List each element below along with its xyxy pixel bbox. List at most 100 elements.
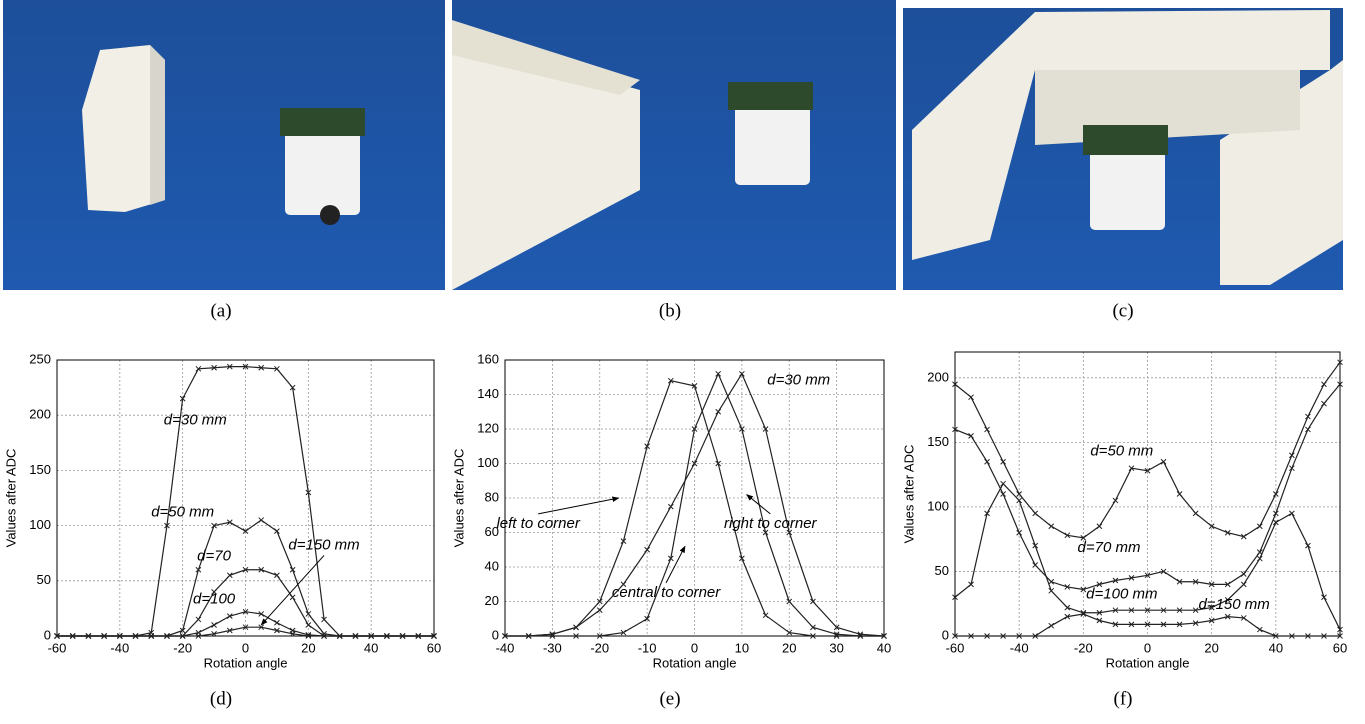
data-point (274, 572, 280, 579)
data-point (1208, 523, 1215, 530)
series-label: left to corner (496, 515, 580, 532)
caption: (b) (659, 300, 681, 321)
data-point (195, 566, 202, 573)
data-point (1321, 633, 1327, 639)
y-tick-label: 0 (942, 627, 949, 642)
photo-a (3, 0, 445, 290)
data-point (502, 633, 508, 639)
data-point (179, 395, 186, 402)
data-point (1096, 581, 1103, 588)
data-point (1224, 597, 1231, 603)
data-point (1112, 621, 1119, 628)
data-point (1192, 510, 1199, 517)
data-point (667, 377, 674, 384)
data-point (573, 633, 579, 639)
caption: (a) (210, 300, 231, 321)
data-point (968, 581, 974, 588)
data-point (1144, 621, 1151, 628)
data-point (226, 363, 233, 370)
data-point (984, 510, 990, 517)
data-point (1192, 578, 1199, 585)
y-tick-label: 200 (29, 407, 51, 422)
data-point (984, 426, 990, 433)
data-point (1321, 594, 1327, 601)
data-point (715, 370, 722, 377)
y-tick-label: 80 (485, 489, 499, 504)
data-point (1337, 359, 1343, 366)
data-point (101, 633, 107, 639)
data-point (1128, 575, 1135, 581)
data-point (1208, 581, 1215, 588)
data-point (715, 408, 722, 415)
y-axis-label: Values after ADC (901, 445, 916, 544)
caption: (d) (210, 688, 232, 709)
x-tick-label: 60 (427, 640, 441, 655)
series-label: d=100 mm (1086, 586, 1157, 603)
y-tick-label: 50 (37, 572, 51, 587)
data-point (1144, 572, 1151, 579)
x-tick-label: -20 (590, 640, 609, 655)
data-point (274, 365, 280, 372)
data-point (211, 364, 217, 371)
x-tick-label: -40 (110, 640, 129, 655)
data-point (54, 633, 60, 639)
data-point (211, 522, 217, 529)
data-point (1144, 467, 1151, 474)
x-tick-label: 20 (301, 640, 315, 655)
y-tick-label: 250 (29, 351, 51, 366)
series-label: d=100 (193, 591, 236, 608)
data-point (195, 633, 202, 639)
data-point (984, 458, 990, 465)
series-label: right to corner (724, 515, 818, 532)
series-label: central to corner (612, 584, 721, 601)
data-point (644, 546, 650, 553)
data-point (1176, 607, 1183, 614)
label-arrow (665, 545, 686, 584)
series-label: d=150 mm (1198, 596, 1269, 613)
data-point (1000, 480, 1006, 487)
x-tick-label: 20 (782, 640, 796, 655)
data-point (1000, 491, 1006, 497)
data-point (810, 598, 816, 605)
y-tick-label: 20 (485, 593, 499, 608)
x-axis-label: Rotation angle (1106, 655, 1190, 670)
data-point (1080, 586, 1087, 593)
data-point (762, 529, 769, 536)
data-point (258, 517, 265, 523)
data-point (1016, 497, 1023, 504)
data-point (1080, 611, 1087, 617)
data-point (1128, 465, 1135, 472)
y-tick-label: 140 (477, 386, 499, 401)
data-point (1112, 577, 1119, 584)
data-point (1112, 497, 1119, 504)
data-point (69, 633, 76, 639)
data-point (1224, 529, 1231, 536)
data-point (667, 555, 674, 562)
data-point (573, 624, 579, 631)
caption: (e) (659, 688, 680, 709)
data-point (211, 630, 217, 637)
x-tick-label: -10 (638, 640, 657, 655)
data-point (1016, 491, 1023, 497)
x-tick-label: -40 (1010, 640, 1029, 655)
data-point (810, 633, 816, 639)
data-point (1272, 519, 1279, 526)
x-tick-label: -40 (496, 640, 515, 655)
data-point (258, 364, 265, 371)
data-point (620, 629, 627, 636)
data-point (968, 433, 974, 439)
data-point (1032, 633, 1039, 639)
y-tick-label: 160 (477, 351, 499, 366)
label-arrow (260, 555, 325, 626)
x-tick-label: -20 (1074, 640, 1093, 655)
data-point (1321, 400, 1327, 407)
data-point (1000, 458, 1006, 465)
data-point (1112, 607, 1119, 614)
data-point (1321, 381, 1327, 388)
series-label: d=30 mm (164, 412, 227, 429)
data-point (715, 460, 722, 467)
data-point (211, 588, 217, 595)
series-line (57, 569, 434, 637)
data-point (1176, 578, 1183, 585)
plot-frame (56, 359, 435, 637)
